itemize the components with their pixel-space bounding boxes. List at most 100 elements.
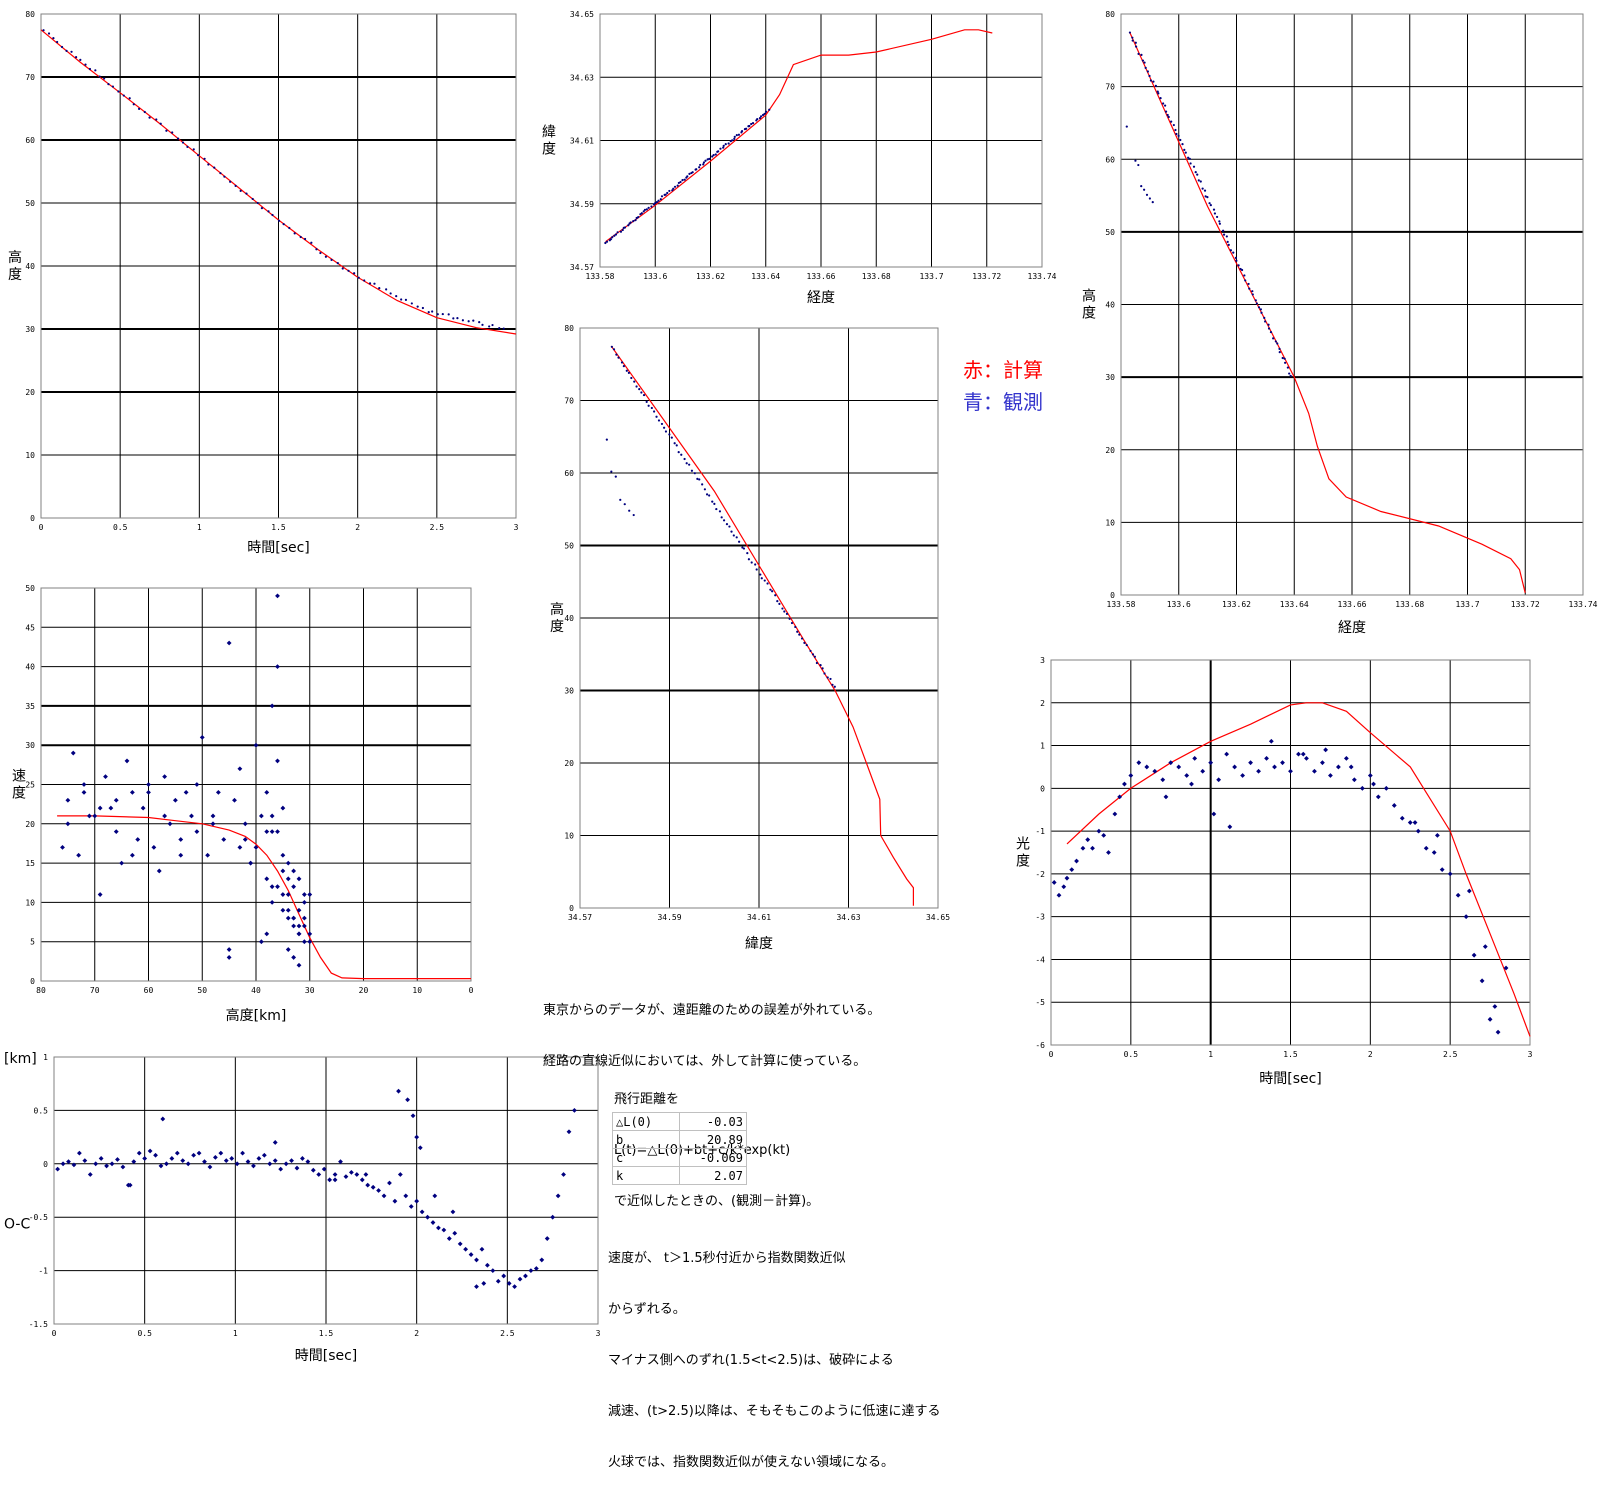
observed-point: [207, 1164, 213, 1170]
observed-point: [650, 406, 653, 410]
param-row: b 20.89: [612, 1130, 747, 1149]
fit-parameters-table: △L(0) -0.03 b 20.89 c -0.069 k 2.07: [612, 1112, 747, 1185]
observed-point: [517, 1276, 523, 1282]
observed-point: [226, 640, 232, 646]
y-tick-label: 30: [25, 741, 35, 750]
observed-point: [776, 600, 779, 603]
observed-point: [113, 797, 119, 803]
observed-point: [821, 667, 824, 670]
observed-point: [378, 287, 381, 290]
y-tick-label: 34.63: [570, 73, 594, 82]
computed-curve: [610, 345, 914, 906]
observed-point: [194, 829, 200, 835]
observed-point: [229, 1156, 235, 1161]
x-tick-label: 133.62: [1222, 600, 1251, 609]
observed-point: [60, 844, 65, 850]
observed-point: [1255, 302, 1259, 305]
observed-point: [788, 617, 791, 620]
observed-point: [1343, 755, 1349, 761]
observed-point: [1175, 132, 1178, 136]
observed-point: [1237, 264, 1240, 267]
observed-point: [354, 1172, 360, 1177]
observed-point: [461, 319, 464, 322]
observed-point: [1176, 764, 1182, 770]
x-tick-label: 0.5: [1124, 1050, 1139, 1059]
observed-point: [688, 172, 691, 175]
observed-point: [717, 150, 720, 153]
observed-point: [1286, 366, 1289, 369]
observed-point: [640, 212, 643, 215]
observed-point: [76, 852, 82, 858]
y-tick-label: 50: [25, 199, 35, 208]
observed-point: [285, 947, 291, 952]
observed-point: [790, 621, 794, 625]
x-tick-label: 50: [197, 986, 207, 995]
observed-point: [293, 232, 296, 235]
observed-point: [652, 410, 656, 413]
y-tick-label: 20: [25, 820, 35, 829]
observed-point: [647, 404, 650, 407]
observed-point: [675, 444, 678, 447]
observed-point: [759, 115, 763, 118]
observed-point: [169, 1156, 175, 1161]
observed-point: [457, 1241, 463, 1247]
observed-point: [431, 310, 434, 313]
observed-point: [523, 1273, 528, 1279]
observed-point: [301, 923, 307, 929]
observed-point: [702, 163, 705, 166]
observed-point: [410, 302, 413, 305]
y-tick-label: -1: [38, 1267, 48, 1276]
legend-computed: 赤：計算: [963, 358, 1043, 382]
observed-point: [751, 122, 755, 125]
y-tick-label: 40: [25, 663, 35, 672]
observed-point: [768, 108, 771, 111]
observed-point: [260, 207, 264, 210]
observed-point: [1495, 1029, 1501, 1035]
observed-point: [1096, 828, 1102, 834]
observed-point: [174, 1150, 180, 1156]
observed-point: [296, 876, 302, 882]
observed-point: [1224, 751, 1230, 757]
observed-point: [269, 813, 275, 819]
observed-point: [321, 1166, 327, 1172]
observed-point: [264, 931, 270, 937]
observed-point: [683, 178, 686, 181]
note-speed-deviation: 速度が、 t＞1.5秒付近から指数関数近似 からずれる。 マイナス側へのずれ(1…: [608, 1216, 941, 1488]
observed-point: [232, 797, 237, 803]
observed-point: [213, 166, 216, 169]
observed-point: [226, 947, 232, 952]
observed-point: [1232, 764, 1238, 770]
observed-point: [441, 1227, 447, 1233]
observed-point: [1201, 187, 1204, 190]
observed-point: [148, 116, 151, 119]
observed-point: [1143, 188, 1146, 191]
observed-point: [640, 391, 643, 394]
observed-point: [633, 380, 636, 383]
observed-point: [1199, 180, 1202, 183]
observed-point: [301, 892, 307, 897]
y-tick-label: 10: [25, 898, 35, 907]
observed-point: [501, 1273, 507, 1279]
observed-point: [660, 195, 664, 198]
observed-point: [1487, 1016, 1493, 1022]
observed-point: [1146, 70, 1149, 73]
observed-point: [1235, 259, 1238, 262]
observed-point: [237, 844, 243, 850]
observed-point: [1168, 760, 1174, 766]
observed-point: [718, 510, 722, 513]
y-tick-label: 15: [25, 859, 35, 868]
observed-point: [218, 1150, 224, 1156]
chart-height-longitude: 133.58 133.6 133.62 133.64 133.66 133.68 133.7…: [1082, 10, 1598, 636]
observed-point: [645, 400, 648, 403]
observed-point: [539, 1257, 545, 1263]
x-tick-label: 133.58: [586, 272, 615, 281]
y-tick-label: -1.5: [29, 1320, 48, 1329]
observed-point: [280, 805, 286, 811]
y-tick-label: 0: [569, 904, 574, 913]
observed-point: [1399, 815, 1405, 821]
y-tick-label: 45: [25, 623, 35, 632]
observed-point: [728, 525, 731, 528]
observed-point: [1254, 299, 1257, 302]
y-tick-label: 50: [1105, 228, 1115, 237]
observed-point: [397, 1172, 403, 1177]
